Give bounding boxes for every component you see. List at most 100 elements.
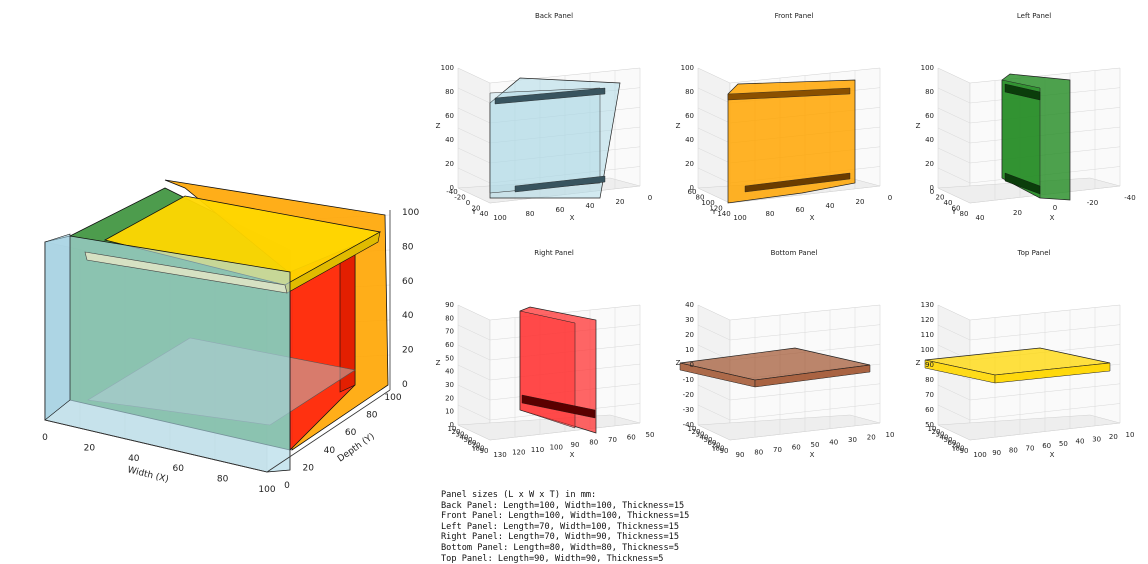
z-tick: 100: [921, 64, 934, 72]
y-tick: 60: [688, 188, 697, 196]
gridline: [697, 384, 731, 401]
x-tick: 20: [616, 198, 625, 206]
y-tick: 0: [930, 188, 934, 196]
y-tick: 50: [464, 436, 473, 444]
z-tick: -10: [683, 376, 694, 384]
x-tick: 50: [646, 431, 655, 439]
gridline: [697, 404, 731, 421]
gridline: [937, 127, 971, 144]
pane-floor: [697, 414, 881, 441]
panel-size-line: Left Panel: Length=70, Width=100, Thickn…: [441, 521, 679, 532]
z-tick: 110: [921, 331, 934, 339]
z-axis-label: Z: [916, 122, 921, 130]
x-axis-label: X: [1050, 214, 1055, 222]
main-x-tick: 100: [258, 485, 275, 495]
x-tick: 100: [973, 451, 986, 459]
x-tick: 30: [848, 436, 857, 444]
y-tick: 30: [696, 431, 705, 439]
z-tick: 40: [685, 301, 694, 309]
z-tick: 50: [925, 421, 934, 429]
z-tick: 20: [445, 394, 454, 402]
x-tick: -20: [1087, 199, 1098, 207]
x-tick: 40: [829, 439, 838, 447]
subplot-title: Right Panel: [534, 249, 574, 257]
z-tick: 40: [445, 368, 454, 376]
x-tick: 90: [571, 441, 580, 449]
x-tick: 60: [556, 206, 565, 214]
gridline: [457, 147, 491, 164]
panel-size-line: Right Panel: Length=70, Width=90, Thickn…: [441, 532, 679, 543]
subplot-title: Back Panel: [535, 12, 573, 20]
main-y-tick: 0: [284, 481, 290, 491]
z-axis-label: Z: [676, 122, 681, 130]
x-tick: 20: [856, 198, 865, 206]
gridline: [457, 87, 491, 104]
panel-size-line: Top Panel: Length=90, Width=90, Thicknes…: [441, 553, 664, 564]
gridline: [457, 127, 491, 144]
y-tick: 70: [952, 442, 961, 450]
x-axis-label: X: [810, 451, 815, 459]
y-tick: 40: [480, 210, 489, 218]
gridline: [457, 167, 491, 184]
x-tick: 80: [754, 449, 763, 457]
z-tick: 120: [921, 316, 934, 324]
z-tick: 80: [685, 88, 694, 96]
gridline: [937, 87, 971, 104]
y-axis-label: Y: [471, 208, 477, 216]
pane-floor: [937, 414, 1121, 441]
y-tick: 40: [944, 199, 953, 207]
z-axis-label: Z: [916, 359, 921, 367]
x-tick: 20: [1013, 209, 1022, 217]
x-tick: 50: [1059, 440, 1068, 448]
x-tick: 20: [1109, 433, 1118, 441]
z-tick: 0: [930, 184, 934, 192]
main-z-tick: 40: [402, 311, 414, 321]
z-tick: 60: [685, 112, 694, 120]
y-tick: 30: [936, 431, 945, 439]
z-axis-label: Z: [436, 122, 441, 130]
y-tick: 40: [940, 433, 949, 441]
main-crossbar: [84, 251, 288, 294]
y-tick: 80: [716, 444, 725, 452]
y-tick: 80: [476, 444, 485, 452]
z-tick: -30: [683, 406, 694, 414]
y-tick: 40: [700, 433, 709, 441]
gridline: [697, 87, 731, 104]
y-tick: 20: [472, 205, 481, 213]
main-y-tick: 60: [345, 428, 357, 438]
y-tick: 80: [960, 210, 969, 218]
panel-rail-bottom: [521, 394, 596, 419]
main-x-axis-label: Width (X): [126, 465, 169, 485]
z-tick: 30: [445, 381, 454, 389]
x-tick: 60: [792, 444, 801, 452]
gridline: [457, 384, 491, 401]
main-z-tick: 0: [402, 380, 408, 390]
y-axis-label: Y: [711, 445, 717, 453]
x-tick: 100: [550, 444, 563, 452]
y-tick: 50: [944, 436, 953, 444]
subplot-title: Bottom Panel: [771, 249, 818, 257]
y-tick: 90: [480, 447, 489, 455]
y-tick: 100: [701, 199, 714, 207]
y-tick: 20: [452, 428, 461, 436]
x-tick: 60: [627, 434, 636, 442]
z-tick: 20: [445, 160, 454, 168]
panel-size-line: Front Panel: Length=100, Width=100, Thic…: [441, 511, 690, 522]
y-tick: 30: [456, 431, 465, 439]
main-x-tick: 20: [84, 443, 96, 453]
x-tick: 70: [608, 436, 617, 444]
x-tick: 120: [512, 449, 525, 457]
x-axis-label: X: [570, 214, 575, 222]
main-x-tick: 0: [42, 433, 48, 443]
gridline: [697, 127, 731, 144]
panel-rail-top: [727, 87, 851, 101]
y-tick: 80: [696, 194, 705, 202]
y-axis-label: Y: [951, 208, 957, 216]
z-tick: 40: [685, 136, 694, 144]
x-tick: 0: [888, 194, 892, 202]
gridline: [697, 107, 731, 124]
subplot-title: Top Panel: [1017, 249, 1051, 257]
subplot-title: Front Panel: [775, 12, 814, 20]
